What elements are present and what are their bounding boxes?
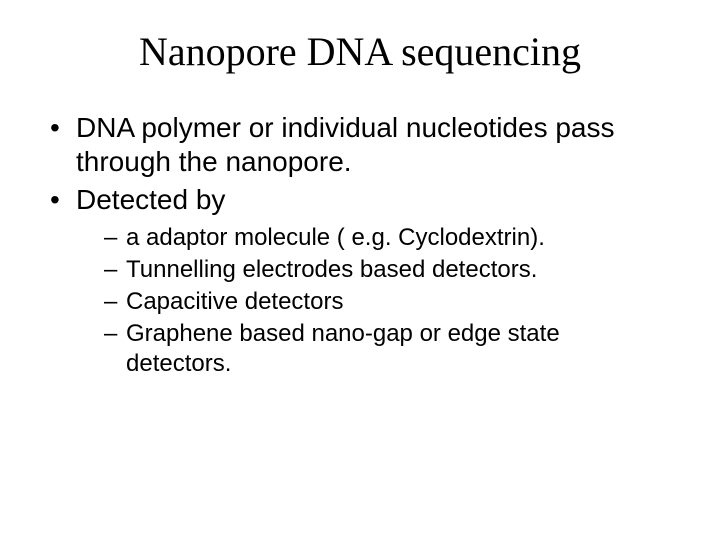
list-item: DNA polymer or individual nucleotides pa… bbox=[50, 111, 670, 179]
bullet-text: Detected by bbox=[76, 184, 225, 215]
sub-bullet-text: a adaptor molecule ( e.g. Cyclodextrin). bbox=[126, 224, 545, 251]
sub-bullet-list: a adaptor molecule ( e.g. Cyclodextrin).… bbox=[76, 223, 670, 379]
bullet-list: DNA polymer or individual nucleotides pa… bbox=[40, 111, 680, 379]
sub-list-item: Tunnelling electrodes based detectors. bbox=[104, 255, 670, 285]
slide: Nanopore DNA sequencing DNA polymer or i… bbox=[0, 0, 720, 540]
sub-bullet-text: Graphene based nano-gap or edge state de… bbox=[126, 320, 560, 377]
slide-title: Nanopore DNA sequencing bbox=[40, 28, 680, 75]
sub-bullet-text: Tunnelling electrodes based detectors. bbox=[126, 256, 537, 283]
sub-list-item: Capacitive detectors bbox=[104, 287, 670, 317]
sub-list-item: Graphene based nano-gap or edge state de… bbox=[104, 319, 670, 379]
sub-list-item: a adaptor molecule ( e.g. Cyclodextrin). bbox=[104, 223, 670, 253]
list-item: Detected by a adaptor molecule ( e.g. Cy… bbox=[50, 183, 670, 379]
sub-bullet-text: Capacitive detectors bbox=[126, 288, 343, 315]
bullet-text: DNA polymer or individual nucleotides pa… bbox=[76, 112, 615, 177]
